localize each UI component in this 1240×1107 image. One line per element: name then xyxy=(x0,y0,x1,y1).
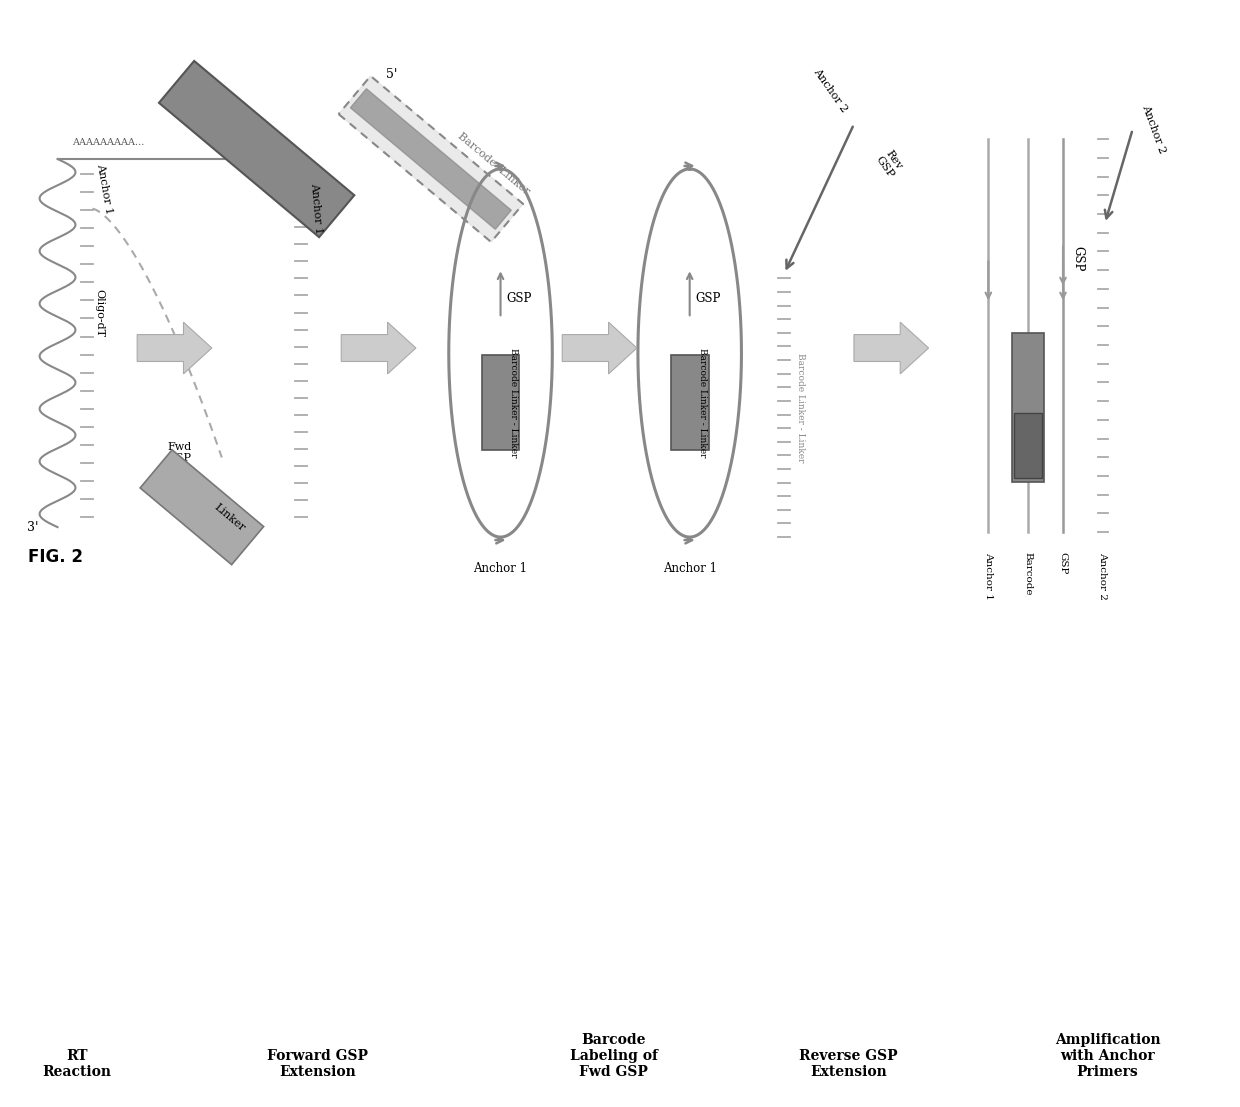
Text: Barcode Linker - Linker: Barcode Linker - Linker xyxy=(698,348,707,457)
Text: AAAAAAAAA...: AAAAAAAAA... xyxy=(72,138,145,147)
Text: GSP: GSP xyxy=(1071,246,1084,271)
Text: Barcode
Labeling of
Fwd GSP: Barcode Labeling of Fwd GSP xyxy=(570,1033,658,1079)
Text: Anchor 1: Anchor 1 xyxy=(474,562,527,575)
Polygon shape xyxy=(339,76,523,242)
Polygon shape xyxy=(138,322,212,374)
Polygon shape xyxy=(562,322,637,374)
Text: Anchor 1: Anchor 1 xyxy=(95,163,114,215)
Polygon shape xyxy=(481,355,520,451)
Text: GSP: GSP xyxy=(696,292,720,304)
Text: Barcode Linker - Linker: Barcode Linker - Linker xyxy=(508,348,517,457)
Text: Barcode Linker - Linker: Barcode Linker - Linker xyxy=(796,353,805,463)
Text: Anchor 1: Anchor 1 xyxy=(310,183,324,235)
Text: GSP: GSP xyxy=(506,292,532,304)
Text: RT
Reaction: RT Reaction xyxy=(42,1049,112,1079)
Text: Barcode: Barcode xyxy=(1024,552,1033,596)
Polygon shape xyxy=(1012,333,1044,483)
Text: Rev
GSP: Rev GSP xyxy=(874,148,905,180)
Text: FIG. 2: FIG. 2 xyxy=(27,548,83,566)
Text: Anchor 1: Anchor 1 xyxy=(983,552,993,600)
Text: Barcode  Linker: Barcode Linker xyxy=(456,131,532,197)
Text: Linker: Linker xyxy=(212,501,247,532)
Text: Anchor 2: Anchor 2 xyxy=(811,66,849,114)
Polygon shape xyxy=(140,449,264,565)
Text: Reverse GSP
Extension: Reverse GSP Extension xyxy=(799,1049,898,1079)
Text: Amplification
with Anchor
Primers: Amplification with Anchor Primers xyxy=(1055,1033,1161,1079)
Text: GSP: GSP xyxy=(1059,552,1068,575)
Polygon shape xyxy=(159,61,355,237)
Polygon shape xyxy=(854,322,929,374)
Text: Anchor 1: Anchor 1 xyxy=(662,562,717,575)
Text: Barcode  Linker: Barcode Linker xyxy=(286,117,371,190)
Polygon shape xyxy=(341,322,415,374)
Text: Forward GSP
Extension: Forward GSP Extension xyxy=(267,1049,368,1079)
Polygon shape xyxy=(671,355,708,451)
Text: Anchor 2: Anchor 2 xyxy=(1099,552,1107,600)
Polygon shape xyxy=(1014,413,1042,478)
Text: Fwd
GSP: Fwd GSP xyxy=(167,442,191,464)
Polygon shape xyxy=(351,89,511,229)
Text: Oligo-dT: Oligo-dT xyxy=(94,289,104,338)
Text: 5': 5' xyxy=(386,68,398,81)
Text: 3': 3' xyxy=(27,520,38,534)
Text: Anchor 2: Anchor 2 xyxy=(1141,103,1168,155)
